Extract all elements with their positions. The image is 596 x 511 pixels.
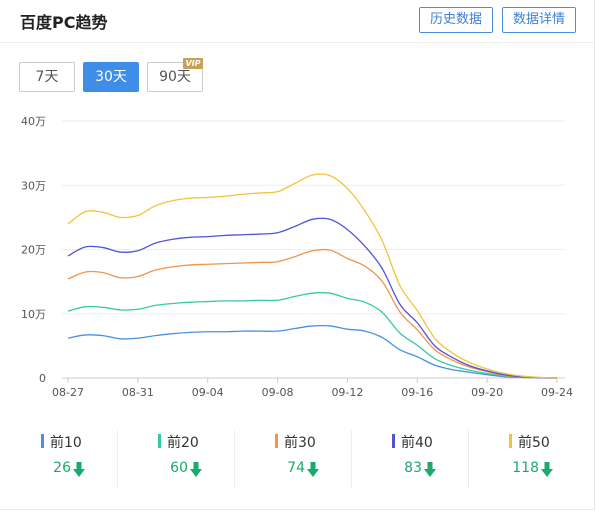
legend-divider bbox=[117, 430, 118, 488]
legend-color-marker bbox=[392, 434, 395, 448]
legend-value: 26 bbox=[53, 460, 71, 476]
data-detail-button[interactable]: 数据详情 bbox=[502, 7, 576, 33]
legend-divider bbox=[234, 430, 235, 488]
x-tick-label: 09-24 bbox=[541, 386, 573, 399]
x-tick-label: 09-12 bbox=[331, 386, 363, 399]
x-tick-label: 08-27 bbox=[52, 386, 84, 399]
y-tick-label: 0 bbox=[39, 372, 46, 385]
series-lines bbox=[67, 173, 558, 379]
series-line-50 bbox=[67, 173, 558, 379]
x-tick-label: 08-31 bbox=[122, 386, 154, 399]
legend-color-marker bbox=[41, 434, 44, 448]
legend-name: 前40 bbox=[401, 435, 433, 451]
down-arrow-icon bbox=[424, 462, 436, 481]
range-7-days-button[interactable]: 7天 bbox=[19, 62, 75, 92]
legend-divider bbox=[351, 430, 352, 488]
down-arrow-icon bbox=[307, 462, 319, 481]
y-tick-label: 30万 bbox=[21, 179, 46, 192]
down-arrow-icon bbox=[73, 462, 85, 481]
vip-badge: VIP bbox=[183, 58, 203, 69]
legend-value: 60 bbox=[170, 460, 188, 476]
y-tick-label: 20万 bbox=[21, 244, 46, 257]
legend-item: 前50 118 bbox=[468, 430, 585, 488]
legend-color-marker bbox=[275, 434, 278, 448]
x-tick-label: 09-16 bbox=[401, 386, 433, 399]
series-line-20 bbox=[67, 292, 558, 379]
y-tick-label: 10万 bbox=[21, 308, 46, 321]
legend-item: 前40 83 bbox=[351, 430, 468, 488]
x-tick-label: 09-20 bbox=[471, 386, 503, 399]
legend-value: 118 bbox=[512, 460, 539, 476]
series-line-40 bbox=[67, 217, 558, 379]
legend-value: 74 bbox=[287, 460, 305, 476]
legend-item: 前10 26 bbox=[0, 430, 117, 488]
legend-stats: 前10 26 前20 60 前30 74 前40 83 前50 118 bbox=[0, 430, 595, 490]
history-data-button[interactable]: 历史数据 bbox=[419, 7, 493, 33]
page-title: 百度PC趋势 bbox=[20, 13, 108, 32]
legend-name: 前50 bbox=[518, 435, 550, 451]
down-arrow-icon bbox=[541, 462, 553, 481]
legend-name: 前20 bbox=[167, 435, 199, 451]
chart-grid bbox=[62, 120, 565, 379]
legend-divider bbox=[468, 430, 469, 488]
legend-item: 前20 60 bbox=[117, 430, 234, 488]
legend-value: 83 bbox=[404, 460, 422, 476]
x-axis: 08-27 08-31 09-04 09-08 09-12 09-16 09-20 09-24 bbox=[52, 378, 573, 399]
card-header: 百度PC趋势 历史数据 数据详情 bbox=[0, 0, 595, 43]
series-line-10 bbox=[67, 324, 558, 379]
down-arrow-icon bbox=[190, 462, 202, 481]
legend-name: 前30 bbox=[284, 435, 316, 451]
legend-name: 前10 bbox=[50, 435, 82, 451]
y-tick-label: 40万 bbox=[21, 115, 46, 128]
x-tick-label: 09-04 bbox=[192, 386, 224, 399]
y-axis: 40万 30万 20万 10万 0 bbox=[21, 115, 46, 385]
range-30-days-button[interactable]: 30天 bbox=[83, 62, 139, 92]
x-tick-label: 09-08 bbox=[262, 386, 294, 399]
series-line-30 bbox=[67, 248, 558, 379]
legend-item: 前30 74 bbox=[234, 430, 351, 488]
legend-color-marker bbox=[158, 434, 161, 448]
legend-color-marker bbox=[509, 434, 512, 448]
